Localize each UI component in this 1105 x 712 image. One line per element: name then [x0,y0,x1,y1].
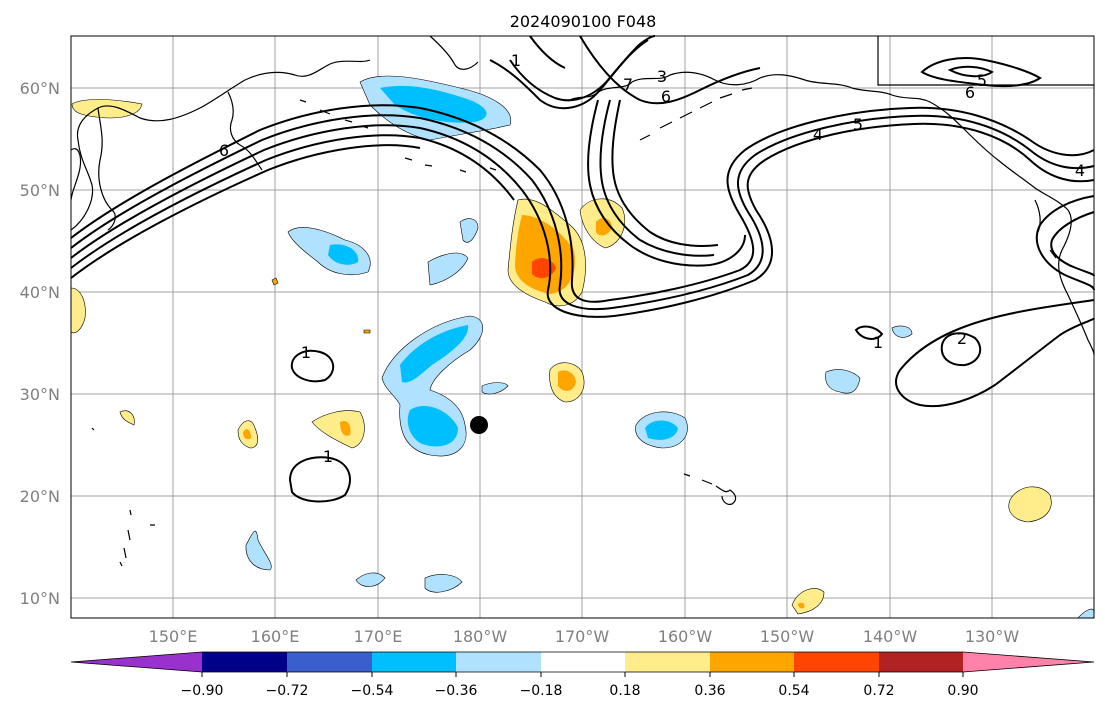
contour-label: 6 [965,83,975,102]
contour-label: 6 [661,87,671,106]
colorbar: −0.90 −0.72 −0.54 −0.36 −0.18 0.18 0.36 … [70,651,1095,699]
colorbar-segment [287,652,372,672]
negative-anomaly-central [381,315,484,457]
colorbar-ticks [201,672,964,677]
lat-label: 30°N [20,385,60,404]
storm-position-marker [470,416,488,434]
colorbar-segment [879,652,963,672]
colorbar-tick-label: −0.72 [266,683,309,699]
shaded-anomalies [70,75,1095,619]
colorbar-tick-label: −0.90 [181,683,224,699]
colorbar-tick-label: 0.18 [609,683,640,699]
colorbar-tick-labels: −0.90 −0.72 −0.54 −0.36 −0.18 0.18 0.36 … [181,683,979,699]
colorbar-segment [710,652,794,672]
lat-label: 60°N [20,79,60,98]
gridlines [71,36,1094,618]
latitude-labels: 60°N 50°N 40°N 30°N 20°N 10°N [20,79,60,608]
contour-label: 1 [873,333,883,352]
contour-labels: 1 1 1 1 2 3 4 4 5 5 6 6 6 7 [219,51,1085,466]
colorbar-segment [541,652,625,672]
contour-label: 1 [511,51,521,70]
colorbar-segment [372,652,456,672]
lon-label: 150°E [149,627,198,646]
map-panel: 1 1 1 1 2 3 4 4 5 5 6 6 6 7 [70,35,1095,619]
lon-label: 140°W [863,627,918,646]
contour-label: 2 [957,329,967,348]
contour-label: 1 [323,447,333,466]
colorbar-segment [202,652,287,672]
lon-label: 180°W [453,627,508,646]
colorbar-segments [202,652,963,672]
contour-label: 3 [657,67,667,86]
contour-label: 1 [301,343,311,362]
lat-label: 40°N [20,283,60,302]
contour-label: 6 [219,141,229,160]
colorbar-segment [625,652,710,672]
colorbar-tick-label: −0.54 [351,683,394,699]
lon-label: 160°W [658,627,713,646]
longitude-labels: 150°E 160°E 170°E 180°W 170°W 160°W 150°… [149,627,1020,646]
lon-label: 130°W [965,627,1020,646]
colorbar-segment [456,652,541,672]
lon-label: 160°E [251,627,300,646]
lat-label: 20°N [20,487,60,506]
colorbar-tick-label: 0.72 [863,683,894,699]
contour-label: 5 [853,115,863,134]
colorbar-over-arrow [963,652,1094,672]
coastlines [70,35,1095,567]
colorbar-tick-label: 0.90 [947,683,978,699]
colorbar-tick-label: −0.18 [520,683,563,699]
contour-label: 4 [813,125,823,144]
colorbar-tick-label: 0.36 [694,683,725,699]
lat-label: 50°N [20,181,60,200]
contour-label: 4 [1075,161,1085,180]
colorbar-tick-label: −0.36 [435,683,478,699]
lon-label: 170°E [354,627,403,646]
lon-label: 170°W [555,627,610,646]
contour-label: 5 [977,71,987,90]
height-contours [70,35,1095,503]
colorbar-tick-label: 0.54 [778,683,809,699]
colorbar-segment [794,652,879,672]
lat-label: 10°N [20,589,60,608]
colorbar-under-arrow [71,652,202,672]
lon-label: 150°W [760,627,815,646]
figure-title: 2024090100 F048 [510,12,657,31]
contour-label: 7 [623,75,633,94]
